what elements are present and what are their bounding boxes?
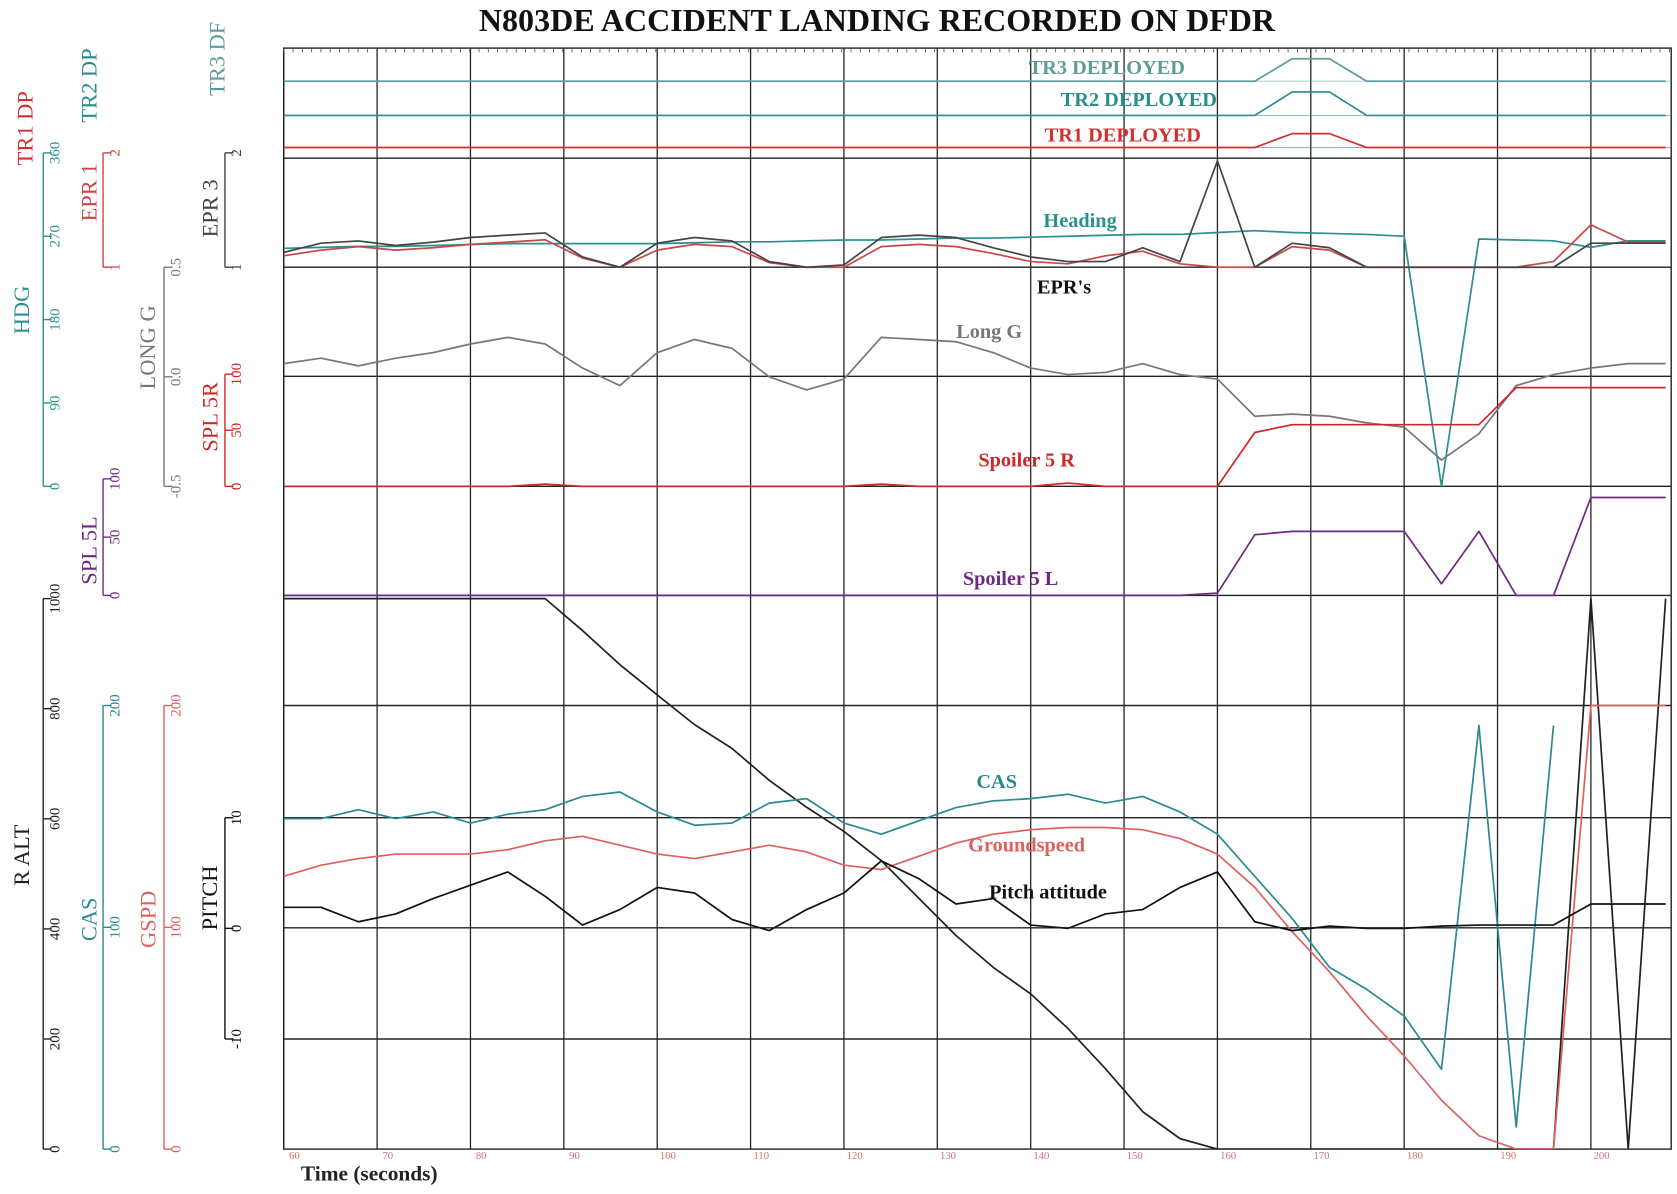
x-tick-label: 130 bbox=[940, 1150, 956, 1162]
y-tick-label: 1000 bbox=[47, 584, 63, 614]
series-label: Long G bbox=[956, 321, 1022, 343]
y-tick-label: 100 bbox=[229, 363, 245, 385]
series-line bbox=[283, 860, 1666, 932]
y-tick-label: 1 bbox=[107, 263, 123, 270]
x-tick-label: 200 bbox=[1594, 1150, 1610, 1162]
y-tick-label: 600 bbox=[47, 808, 63, 830]
axis-label: TR2 DP bbox=[76, 48, 101, 122]
y-tick-label: -0.5 bbox=[168, 475, 184, 499]
axis-label: GSPD bbox=[135, 891, 160, 948]
axis-label: CAS bbox=[76, 897, 101, 941]
y-tick-label: 400 bbox=[47, 918, 63, 940]
x-tick-label: 100 bbox=[660, 1150, 676, 1162]
y-tick-label: 0 bbox=[47, 483, 63, 490]
x-tick-label: 90 bbox=[569, 1150, 580, 1162]
axis-label: SPL 5R bbox=[197, 382, 222, 452]
series-label: TR1 DEPLOYED bbox=[1045, 124, 1201, 146]
series-label: TR2 DEPLOYED bbox=[1061, 89, 1217, 111]
axis-label: TR3 DF bbox=[205, 22, 230, 96]
y-tick-label: 10 bbox=[229, 810, 245, 825]
y-tick-label: 0.5 bbox=[168, 258, 184, 277]
x-tick-label: 70 bbox=[382, 1150, 393, 1162]
y-tick-label: 200 bbox=[168, 694, 184, 716]
y-tick-label: 800 bbox=[47, 697, 63, 719]
x-tick-label: 110 bbox=[753, 1150, 769, 1162]
axis-label: SPL 5L bbox=[76, 516, 101, 584]
series-label: TR3 DEPLOYED bbox=[1029, 57, 1185, 79]
y-tick-label: 200 bbox=[107, 694, 123, 716]
y-tick-label: 2 bbox=[107, 149, 123, 156]
series-line bbox=[283, 160, 1666, 269]
series-label: Spoiler 5 L bbox=[963, 568, 1059, 590]
y-tick-label: 90 bbox=[47, 396, 63, 411]
axis-label: R ALT bbox=[9, 824, 34, 885]
y-tick-label: 200 bbox=[47, 1028, 63, 1050]
axis-label: PITCH bbox=[197, 865, 222, 930]
x-axis-label: Time (seconds) bbox=[301, 1162, 438, 1186]
series-line bbox=[283, 386, 1666, 488]
series-label: CAS bbox=[976, 771, 1017, 793]
y-tick-label: 0 bbox=[107, 1145, 123, 1152]
y-tick-label: -10 bbox=[229, 1029, 245, 1049]
series-label: Pitch attitude bbox=[989, 881, 1107, 903]
axis-label: TR1 DP bbox=[12, 91, 37, 165]
x-tick-label: 60 bbox=[289, 1150, 300, 1162]
series-line bbox=[283, 597, 1667, 1150]
y-tick-label: 100 bbox=[107, 468, 123, 490]
series-line bbox=[283, 704, 1666, 1150]
axis-label: HDG bbox=[9, 286, 34, 335]
y-tick-label: 180 bbox=[47, 308, 63, 330]
annotation: EPR's bbox=[1037, 276, 1091, 298]
series-label: Spoiler 5 R bbox=[978, 449, 1075, 471]
y-tick-label: 0.0 bbox=[168, 367, 184, 386]
series-line bbox=[283, 229, 1666, 488]
y-tick-label: 50 bbox=[107, 530, 123, 545]
series-label: Heading bbox=[1043, 210, 1116, 232]
y-tick-label: 1 bbox=[229, 263, 245, 270]
x-tick-label: 80 bbox=[476, 1150, 487, 1162]
y-tick-label: 270 bbox=[47, 225, 63, 247]
series-label: Groundspeed bbox=[968, 834, 1086, 856]
y-tick-label: 0 bbox=[168, 1145, 184, 1152]
axis-label: EPR 1 bbox=[76, 163, 101, 221]
x-tick-label: 140 bbox=[1033, 1150, 1049, 1162]
y-tick-label: 2 bbox=[229, 149, 245, 156]
x-tick-label: 170 bbox=[1313, 1150, 1329, 1162]
y-tick-label: 50 bbox=[229, 423, 245, 438]
x-tick-label: 150 bbox=[1127, 1150, 1143, 1162]
y-tick-label: 0 bbox=[229, 483, 245, 490]
axis-label: LONG G bbox=[135, 305, 160, 389]
series-line bbox=[283, 496, 1666, 597]
chart-title: N803DE ACCIDENT LANDING RECORDED ON DFDR bbox=[479, 2, 1276, 38]
series-line bbox=[283, 724, 1555, 1128]
x-tick-label: 160 bbox=[1220, 1150, 1236, 1162]
x-tick-label: 190 bbox=[1500, 1150, 1516, 1162]
axis-label: EPR 3 bbox=[197, 179, 222, 237]
series-line bbox=[283, 336, 1666, 461]
y-tick-label: 0 bbox=[229, 925, 245, 932]
x-tick-label: 180 bbox=[1407, 1150, 1423, 1162]
y-tick-label: 0 bbox=[107, 592, 123, 599]
y-tick-label: 100 bbox=[107, 916, 123, 938]
y-tick-label: 100 bbox=[168, 916, 184, 938]
y-tick-label: 360 bbox=[47, 142, 63, 164]
x-tick-label: 120 bbox=[847, 1150, 863, 1162]
y-tick-label: 0 bbox=[47, 1145, 63, 1152]
